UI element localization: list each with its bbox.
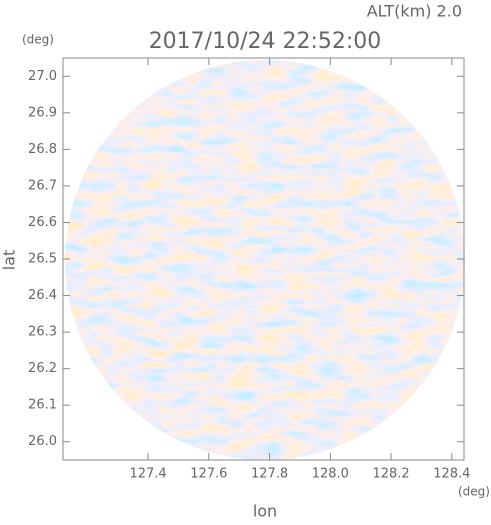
y-tick-label: 26.4 (28, 288, 57, 303)
y-unit: (deg) (22, 33, 54, 47)
y-axis-label: lat (0, 250, 19, 271)
y-tick-label: 26.3 (28, 325, 57, 340)
y-tick-label: 27.0 (28, 69, 57, 84)
x-tick-label: 127.8 (251, 467, 288, 482)
altitude-label: ALT(km) 2.0 (367, 2, 462, 21)
chart-title: 2017/10/24 22:52:00 (149, 29, 382, 54)
y-tick-label: 26.9 (28, 105, 57, 120)
x-unit: (deg) (458, 485, 490, 499)
radar-field (65, 60, 465, 460)
y-tick-label: 26.1 (28, 398, 57, 413)
x-tick-label: 128.2 (372, 467, 409, 482)
axes: 127.4 127.6 127.8 128.0 128.2 128.4 26.0 26.1 26… (28, 58, 470, 482)
x-axis-label: lon (253, 502, 277, 521)
y-tick-label: 26.6 (28, 215, 57, 230)
y-tick-label: 26.5 (28, 252, 57, 267)
y-tick-label: 26.2 (28, 361, 57, 376)
y-tick-label: 26.8 (28, 142, 57, 157)
x-tick-label: 128.0 (312, 467, 349, 482)
y-tick-label: 26.0 (28, 434, 57, 449)
y-tick-label: 26.7 (28, 178, 57, 193)
x-tick-label: 127.6 (190, 467, 227, 482)
x-tick-label: 127.4 (129, 467, 166, 482)
x-tick-label: 128.4 (433, 467, 470, 482)
